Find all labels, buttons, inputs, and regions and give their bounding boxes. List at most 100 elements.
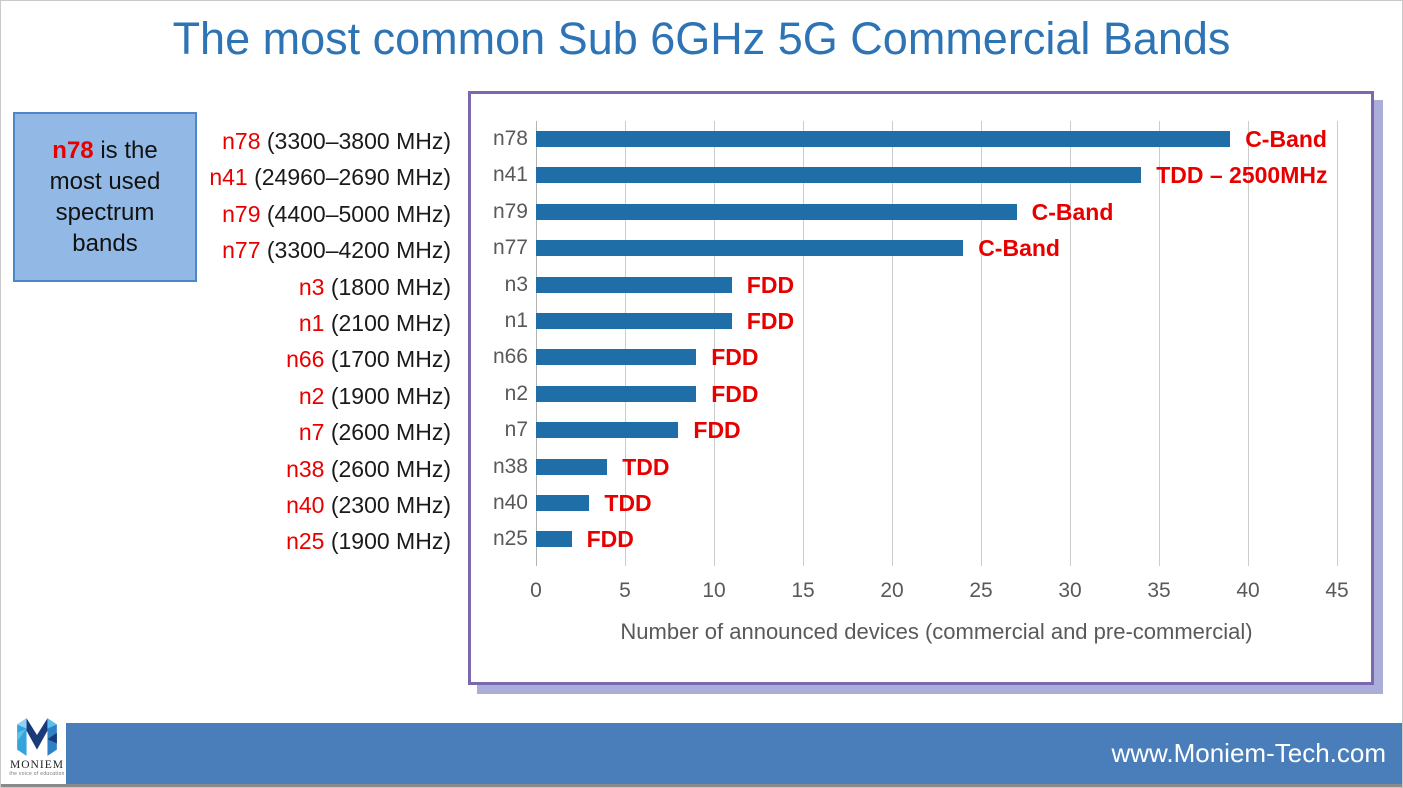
band-frequency: (24960–2690 MHz) [247,164,451,191]
chart-box: n78 C-Band n41 TDD – 2500MHz n79 C-Band n77 C-B… [468,91,1374,685]
x-tick-label: 30 [1058,579,1082,602]
bar-n41 [536,167,1142,184]
x-tick-label: 35 [1147,579,1171,602]
y-axis-label: n7 [504,418,528,442]
x-tick-label: 5 [619,579,631,602]
bar-annotation: TDD – 2500MHz [1156,162,1328,189]
band-frequency: (1900 MHz) [324,382,451,409]
y-axis-label: n1 [504,309,528,332]
bar-annotation: FDD [746,271,795,298]
y-axis-label: n2 [504,381,528,405]
moniem-logo: MONIEM the voice of education [9,714,65,777]
footer-url-link[interactable]: www.Moniem-Tech.com [1111,738,1386,768]
y-axis-label: n25 [492,527,528,551]
bar-annotation: TDD [604,490,652,516]
callout-text: n78 is the most used spectrum bands [25,135,185,259]
footer-bar: www.Moniem-Tech.com [66,723,1402,784]
band-frequency: (2300 MHz) [324,491,451,518]
chart-row: n2 FDD [505,376,1337,412]
bar-n77 [536,240,964,257]
gridline [892,121,893,566]
x-tick-label: 40 [1236,579,1260,602]
band-list-item: n41 (24960–2690 MHz) [1,159,453,195]
chart-row: n1 FDD [505,303,1337,339]
band-list-item: n77 (3300–4200 MHz) [1,232,453,268]
gridline [1159,121,1160,566]
band-frequency: (2600 MHz) [324,419,451,446]
band-frequency: (2600 MHz) [324,455,451,482]
band-name: n78 [222,128,261,154]
band-name: n2 [298,382,325,409]
band-name: n77 [222,237,261,264]
y-axis-label: n77 [492,236,528,260]
chart-row: n78 C-Band [493,121,1337,157]
band-name: n66 [286,346,325,373]
band-list-item: n25 (1900 MHz) [1,523,453,559]
band-name: n38 [286,455,325,482]
callout-highlight: n78 [52,137,94,164]
plot-area: n78 C-Band n41 TDD – 2500MHz n79 C-Band n77 C-B… [493,121,1338,566]
bar-annotation: FDD [693,417,741,444]
y-axis-label: n3 [504,272,528,296]
band-name: n3 [298,273,325,300]
y-axis-label: n79 [492,199,528,223]
x-tick-label: 45 [1325,579,1349,602]
band-frequency: (3300–4200 MHz) [260,237,451,264]
bar-n79 [536,203,1017,220]
band-list-item: n78 (3300–3800 MHz) [1,123,453,159]
x-tick-label: 10 [702,579,726,602]
band-list: n78 (3300–3800 MHz) n41 (24960–2690 MHz) n… [1,123,453,560]
chart-row: n40 TDD [493,485,1337,521]
chart-row: n77 C-Band [493,230,1337,266]
gridline [714,121,715,566]
chart-row: n3 FDD [505,267,1337,303]
band-name: n79 [222,200,261,227]
bar-n78 [536,131,1231,147]
bar-annotation: FDD [746,308,795,334]
band-list-item: n66 (1700 MHz) [1,341,453,377]
page-title: The most common Sub 6GHz 5G Commercial B… [172,13,1231,64]
gridline [1337,121,1338,566]
y-axis-label: n40 [492,491,528,514]
x-axis-label: Number of announced devices (commercial … [620,619,1253,644]
bar-n7 [536,422,679,439]
band-frequency: (4400–5000 MHz) [260,200,451,227]
band-frequency: (1800 MHz) [324,273,451,300]
bar-annotation: TDD [622,453,670,480]
band-frequency: (1700 MHz) [324,346,451,373]
band-list-item: n1 (2100 MHz) [1,305,453,341]
bar-annotation: FDD [711,380,759,407]
band-name: n1 [298,309,325,336]
bar-n66 [536,349,697,366]
x-tick-label: 20 [880,579,904,602]
band-list-item: n79 (4400–5000 MHz) [1,196,453,232]
x-tick-label: 0 [530,579,542,602]
chart-row: n25 FDD [493,521,1337,557]
gridline [625,121,626,566]
chart-row: n38 TDD [493,449,1337,485]
bar-annotation: FDD [711,344,759,371]
y-axis-label: n78 [492,127,528,150]
band-name: n40 [286,491,325,518]
callout-box: n78 is the most used spectrum bands [13,112,197,282]
band-name: n41 [209,164,248,191]
y-axis-label: n38 [492,454,528,478]
bar-n1 [536,313,732,329]
bar-n38 [536,458,608,475]
gridline [1248,121,1249,566]
band-list-item: n3 (1800 MHz) [1,269,453,305]
logo-tagline: the voice of education [9,771,65,777]
chart-row: n7 FDD [505,412,1337,448]
x-tick-label: 25 [969,579,993,602]
moniem-logo-icon [17,718,57,756]
gridline [1070,121,1071,566]
band-list-item: n38 (2600 MHz) [1,451,453,487]
band-list-item: n40 (2300 MHz) [1,487,453,523]
band-frequency: (2100 MHz) [324,309,451,336]
band-frequency: (3300–3800 MHz) [260,128,451,154]
gridline [536,121,537,566]
gridline [803,121,804,566]
bar-annotation: C-Band [978,235,1060,262]
band-name: n25 [286,528,325,555]
